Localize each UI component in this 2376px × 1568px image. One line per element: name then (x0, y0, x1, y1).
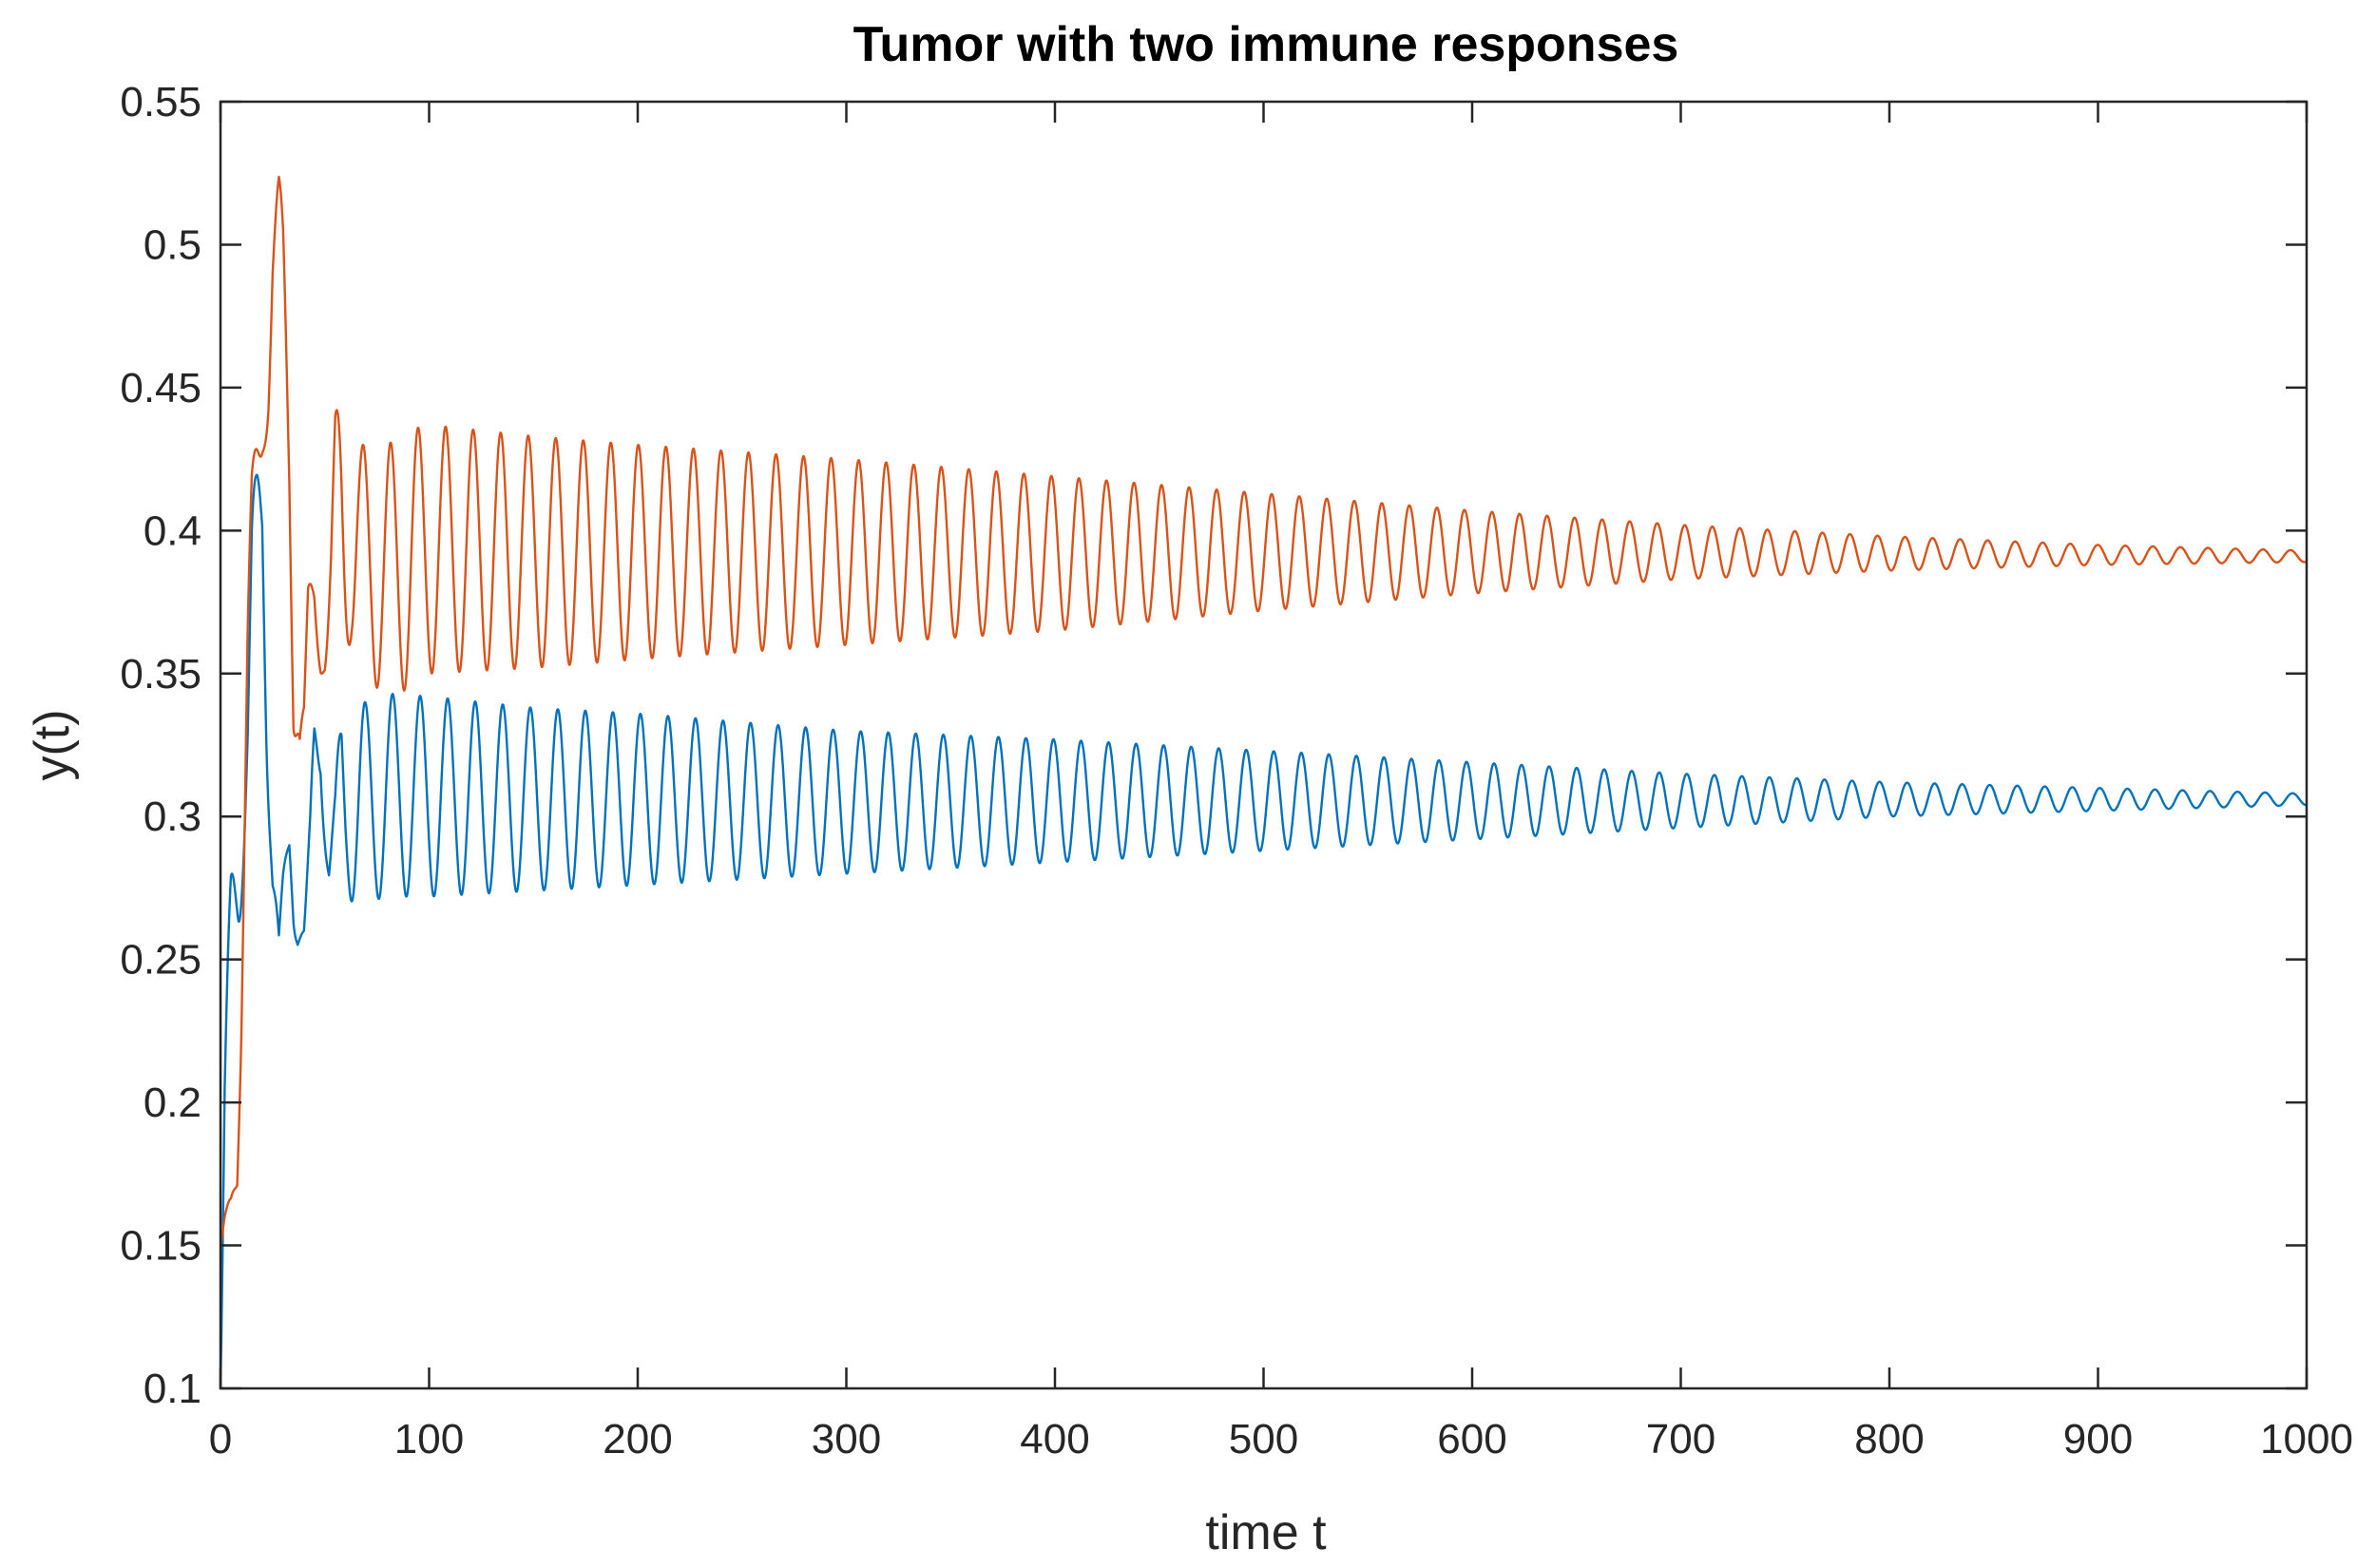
x-tick-label: 300 (812, 1416, 881, 1463)
x-tick-label: 500 (1229, 1416, 1298, 1463)
ticks-layer: 0 100 200 300 400 500 600 700 800 900 1000 0.1 0.15 0… (120, 79, 2353, 1463)
x-tick-label: 700 (1646, 1416, 1715, 1463)
x-tick-label: 800 (1854, 1416, 1924, 1463)
x-tick-label: 100 (394, 1416, 464, 1463)
y-tick-label: 0.1 (144, 1366, 201, 1412)
y-tick-label: 0.2 (144, 1080, 201, 1126)
y-axis-title: y(t) (25, 709, 80, 780)
x-tick-label: 0 (209, 1416, 232, 1463)
series-line-2 (219, 175, 2308, 1246)
y-tick-label: 0.25 (120, 937, 201, 984)
y-tick-label: 0.5 (144, 221, 201, 268)
y-tick-label: 0.55 (120, 79, 201, 125)
x-tick-label: 400 (1020, 1416, 1089, 1463)
series-line-1 (219, 473, 2308, 1389)
y-tick-label: 0.15 (120, 1223, 201, 1270)
y-tick-label: 0.3 (144, 794, 201, 840)
x-tick-label: 600 (1437, 1416, 1506, 1463)
x-axis-title: time t (1205, 1505, 1327, 1560)
x-tick-label: 200 (603, 1416, 672, 1463)
chart-title: Tumor with two immune responses (853, 17, 1679, 72)
x-tick-label: 1000 (2260, 1416, 2353, 1463)
y-tick-label: 0.4 (144, 507, 201, 554)
x-tick-label: 900 (2063, 1416, 2133, 1463)
series-layer (219, 175, 2308, 1389)
y-tick-label: 0.35 (120, 651, 201, 698)
y-tick-label: 0.45 (120, 365, 201, 411)
